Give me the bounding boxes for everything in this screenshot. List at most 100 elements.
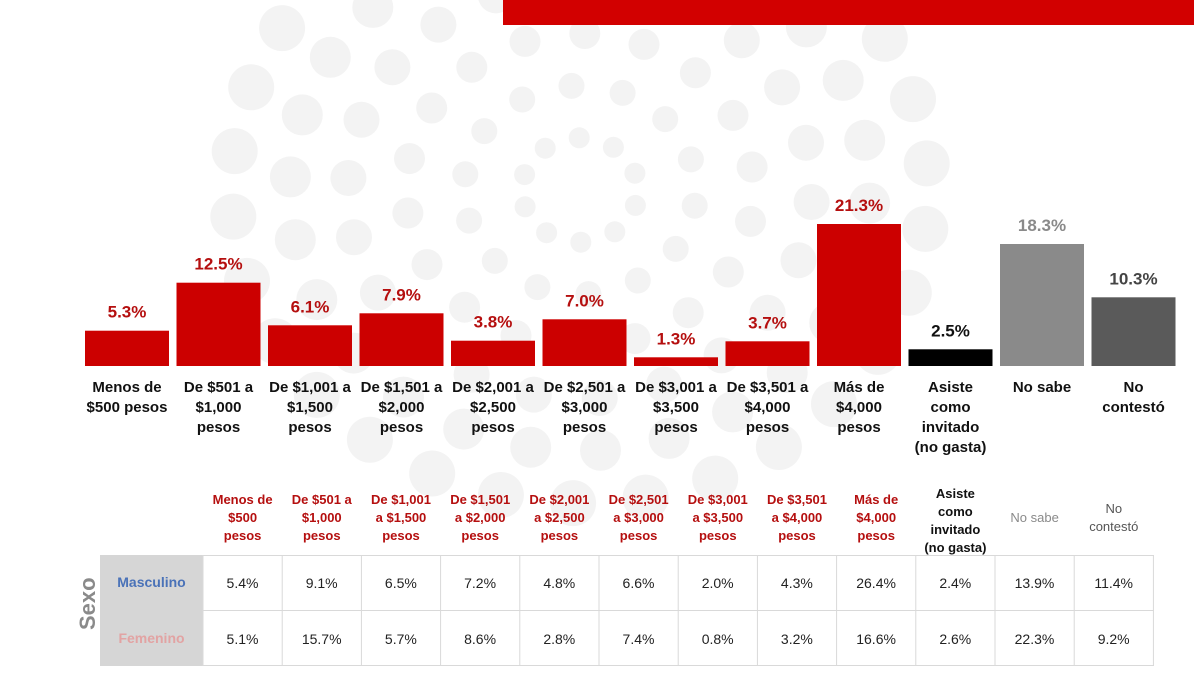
table-header-4: De $1,501 a $2,000 pesos (441, 491, 520, 545)
table-header-2: De $501 a $1,000 pesos (282, 491, 361, 545)
table-header-7: De $3,001 a $3,500 pesos (678, 491, 757, 545)
decorative-dot (274, 219, 316, 261)
category-label-line: pesos (379, 419, 424, 436)
header-red-bar (503, 0, 1194, 25)
decorative-dot (420, 6, 457, 43)
row-label-femenino: Femenino (118, 629, 185, 646)
table-header-line: pesos (540, 528, 579, 543)
decorative-dot (330, 160, 367, 196)
table-header-line: $1,000 (301, 510, 342, 525)
decorative-dot (723, 22, 760, 59)
bar-3 (268, 325, 352, 366)
decorative-dot (259, 5, 306, 52)
table-cell: 2.8% (543, 630, 576, 647)
table-cell: 11.4% (1094, 575, 1134, 591)
decorative-dot (677, 146, 704, 173)
table-header-line: pesos (223, 528, 262, 543)
decorative-dot (570, 231, 592, 253)
category-label-line: pesos (654, 419, 698, 436)
table-cell: 4.8% (543, 575, 576, 591)
category-label-line: $4,000 (836, 399, 882, 416)
table-cell: 4.3% (780, 575, 813, 591)
decorative-dot (309, 36, 351, 78)
category-label-line: pesos (196, 419, 241, 436)
decorative-dot (662, 235, 689, 262)
decorative-dot (269, 156, 311, 198)
bar-value-label-8: 3.7% (748, 313, 787, 332)
category-label-line: pesos (471, 419, 515, 436)
table-cell: 2.0% (701, 575, 734, 591)
decorative-dot (609, 79, 636, 106)
bar-value-label-5: 3.8% (474, 313, 513, 332)
decorative-dot (811, 381, 857, 428)
category-label-line: pesos (288, 419, 332, 436)
table-header-line: De $2,001 (529, 492, 590, 507)
decorative-dot (648, 417, 690, 459)
table-cell: 3.2% (780, 630, 813, 647)
decorative-dot (619, 323, 651, 355)
decorative-dot (844, 119, 886, 161)
table-header-line: $4,000 (856, 510, 897, 525)
table-header-line: contestó (1089, 519, 1139, 534)
decorative-dot (692, 455, 739, 502)
category-label-4: De $1,501 a $2,000 pesos (354, 378, 450, 438)
bar-11 (1000, 244, 1084, 366)
table-header-line: a $2,000 (454, 510, 506, 525)
category-label-line: De $1,001 a (269, 379, 351, 396)
row-label-masculino: Masculino (117, 574, 186, 590)
table-cell: 0.8% (701, 630, 734, 647)
decorative-dot (534, 137, 556, 159)
decorative-dot (624, 194, 646, 216)
category-label-10: Asiste como invitado (no gasta) (903, 378, 999, 458)
category-label-1: Menos de $500 pesos (79, 378, 175, 418)
decorative-dot (514, 164, 536, 186)
category-label-2: De $501 a $1,000 pesos (171, 378, 267, 438)
bar-value-label-9: 21.3% (835, 196, 883, 215)
decorative-dot (628, 28, 660, 60)
table-cell: 9.2% (1097, 630, 1130, 647)
category-label-line: $1,500 (287, 399, 333, 416)
decorative-dot (409, 450, 456, 497)
table-header-line: a $4,000 (771, 510, 823, 525)
table-header-line: pesos (461, 528, 499, 543)
category-label-line: De $3,001 a (635, 379, 717, 396)
decorative-dot (764, 69, 801, 106)
category-label-line: $3,000 (561, 399, 608, 416)
decorative-dot (861, 15, 908, 62)
table-header-line: pesos (619, 528, 658, 543)
decorative-dot (780, 242, 817, 279)
decorative-dot (346, 416, 393, 463)
decorative-dot (536, 222, 558, 244)
table-header-line: a $1,500 (375, 510, 427, 525)
decorative-dot (849, 182, 891, 224)
decorative-dot (383, 376, 424, 418)
category-label-5: De $2,001 a $2,500 pesos (445, 378, 541, 438)
table-cell: 5.1% (226, 630, 259, 647)
decorative-dot (793, 184, 830, 220)
decorative-dot (471, 118, 498, 145)
decorative-dot (569, 18, 601, 49)
table-header-line: Asiste (935, 486, 975, 501)
bar-value-label-4: 7.9% (382, 285, 421, 304)
decorative-dot (568, 127, 590, 149)
table-header-line: pesos (778, 528, 816, 543)
decorative-dot (336, 219, 372, 256)
table-header-1: Menos de $500 pesos (203, 491, 282, 545)
table-cell: 7.4% (622, 630, 655, 647)
category-label-line: $1,000 (195, 399, 242, 416)
decorative-dot (712, 256, 744, 288)
table-header-line: Más de (854, 492, 899, 507)
table-header-line: pesos (698, 528, 737, 543)
decorative-dot (210, 193, 257, 240)
decorative-dot (624, 162, 646, 184)
category-label-line: $2,000 (378, 399, 425, 416)
decorative-dot (449, 291, 481, 323)
decorative-dot (392, 197, 424, 229)
decorative-dot (515, 376, 552, 413)
table-header-line: Menos de (212, 492, 273, 507)
table-header-line: pesos (382, 528, 420, 543)
bar-12 (1091, 297, 1176, 366)
decorative-dot (558, 72, 585, 99)
table-header-line: como (938, 504, 973, 519)
